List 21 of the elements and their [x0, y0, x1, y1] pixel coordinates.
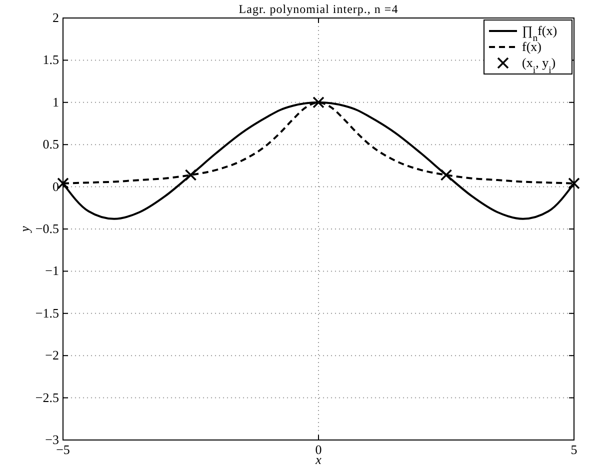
y-tick-label: 0 [52, 178, 59, 194]
legend-label: (x$_{i}$, y$_{i}$) [522, 55, 556, 76]
y-tick-label: −1.5 [35, 305, 59, 320]
y-tick-label: 1 [52, 94, 59, 110]
point [568, 178, 580, 190]
point [184, 169, 197, 181]
y-tick-label: 0.5 [42, 136, 59, 152]
y-axis-title: y [17, 226, 32, 234]
point [312, 96, 324, 108]
y-tick-label: −0.5 [35, 221, 59, 236]
y-tick-label: 2 [52, 10, 59, 25]
y-tick-label: −2 [45, 348, 59, 363]
point [57, 178, 69, 190]
x-tick-label: 0 [315, 442, 322, 457]
y-tick-label: −2.5 [35, 390, 59, 405]
chart-title: Lagr. polynomial interp., n =4 [238, 2, 398, 16]
y-tick-label: −3 [45, 432, 59, 447]
y-tick-label: −1 [45, 263, 59, 278]
point [440, 169, 452, 181]
y-tick-label: 1.5 [42, 52, 59, 68]
x-tick-label: 5 [570, 442, 578, 457]
